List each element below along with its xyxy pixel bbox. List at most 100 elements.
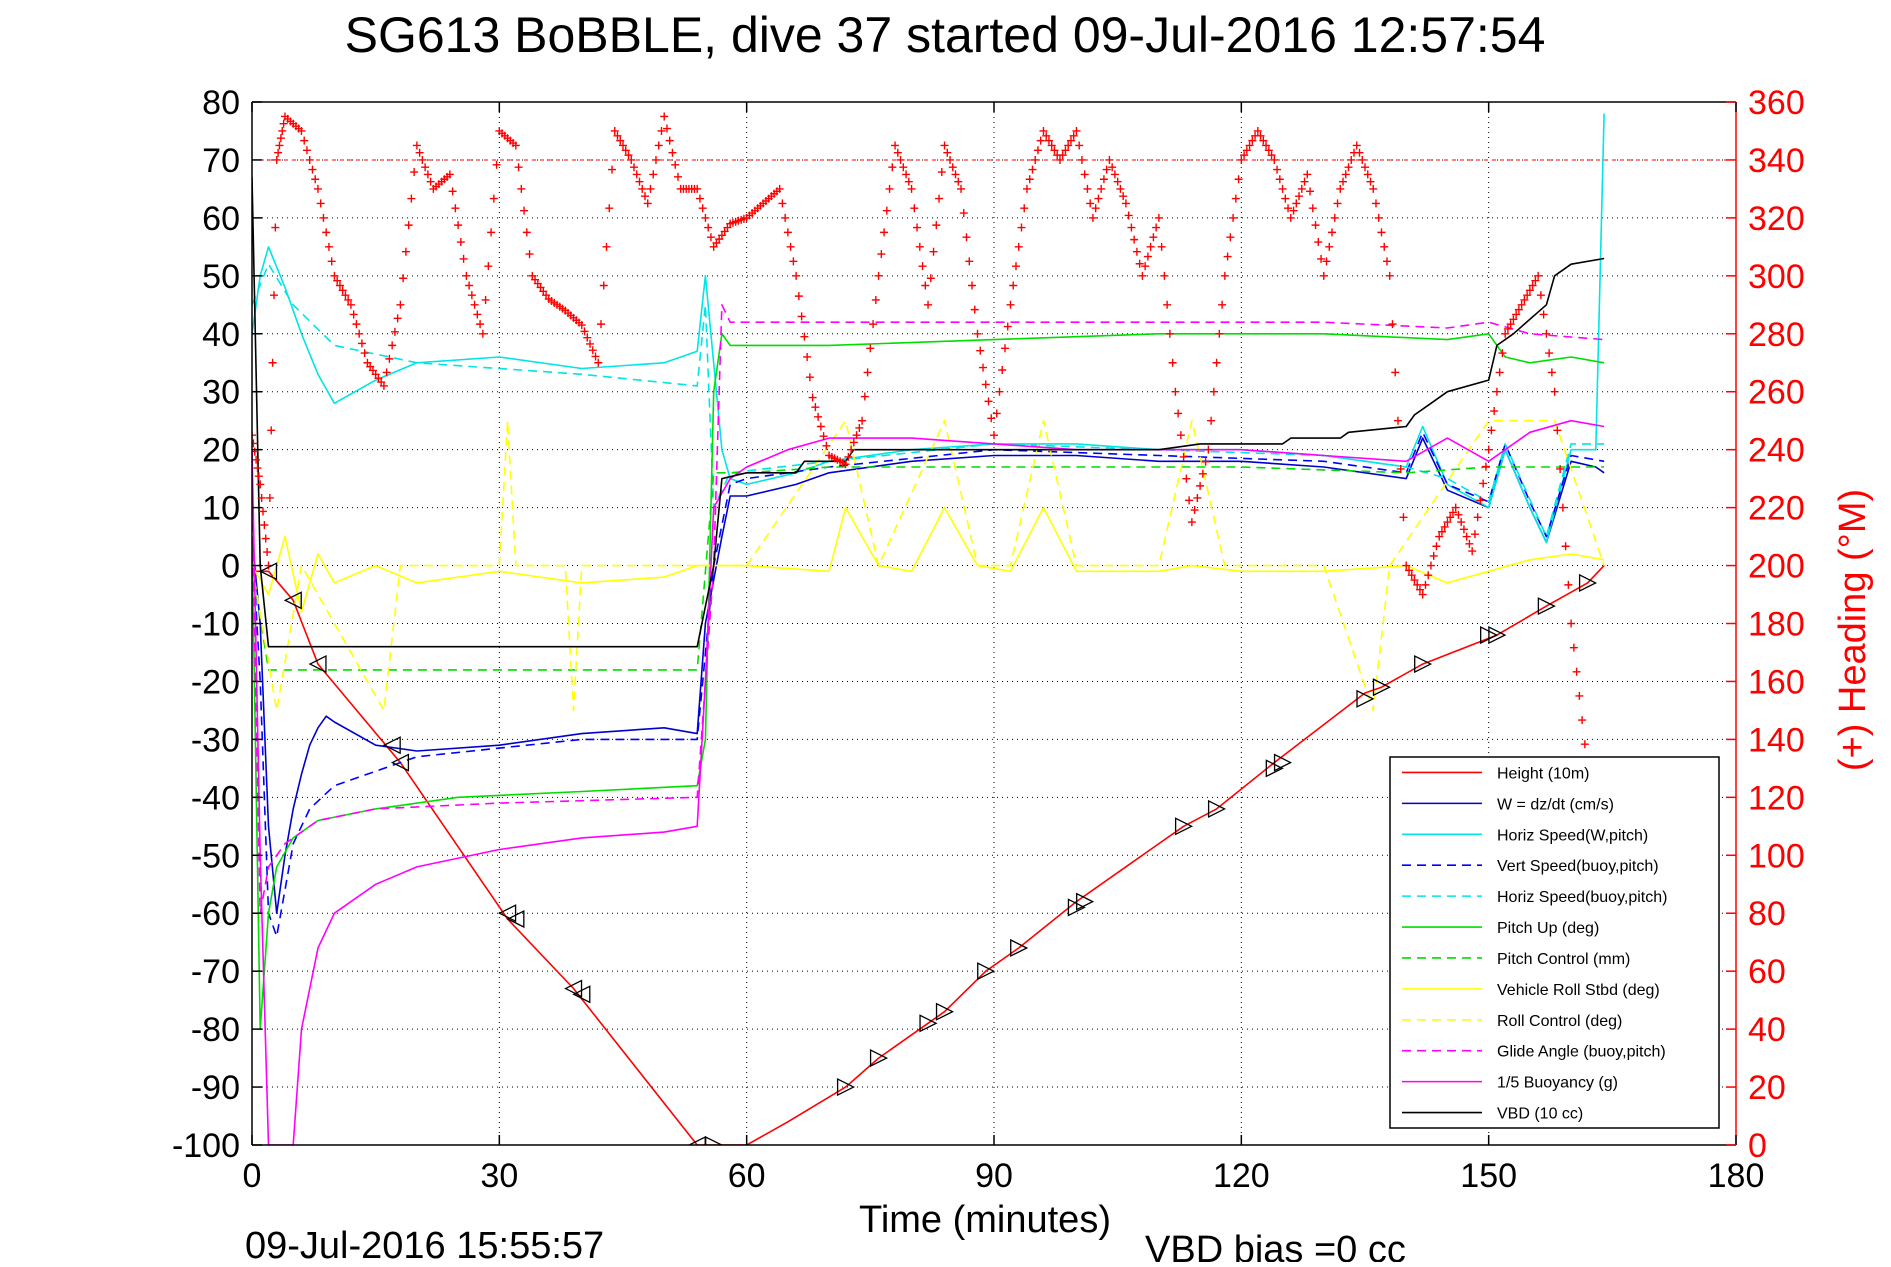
heading-point	[910, 204, 919, 213]
heading-point	[1556, 464, 1565, 473]
heading-point	[1273, 165, 1282, 174]
heading-point	[1020, 204, 1029, 213]
heading-point	[511, 141, 520, 150]
heading-point	[445, 170, 454, 179]
y-tick-label: 30	[202, 374, 240, 412]
legend-label-roll-control-deg: Roll Control (deg)	[1497, 1013, 1622, 1030]
heading-point	[1058, 151, 1067, 160]
y-tick-label: -60	[191, 895, 240, 933]
heading-point	[624, 151, 633, 160]
heading-point	[1446, 513, 1455, 522]
heading-point	[467, 291, 476, 300]
heading-point	[1102, 165, 1111, 174]
heading-point	[1377, 228, 1386, 237]
heading-point	[1039, 126, 1048, 135]
heading-point	[805, 373, 814, 382]
heading-point	[1113, 177, 1122, 186]
legend-label-w-dz-dt-cm-s: W = dz/dt (cm/s)	[1497, 796, 1614, 813]
heading-point	[619, 141, 627, 150]
heading-point	[1525, 286, 1534, 295]
heading-point	[1517, 300, 1526, 309]
heading-point	[470, 300, 479, 309]
series-line-pitch-up-deg	[252, 333, 1605, 1030]
heading-point	[899, 163, 908, 172]
heading-point	[276, 134, 285, 143]
heading-point	[1229, 213, 1238, 222]
heading-point	[1567, 619, 1576, 628]
heading-point	[591, 352, 600, 361]
x-tick-label: 60	[728, 1157, 766, 1195]
heading-point	[1028, 165, 1037, 174]
heading-point	[1303, 170, 1312, 179]
heading-point	[841, 460, 850, 469]
heading-point	[1440, 522, 1449, 531]
heading-point	[1550, 387, 1559, 396]
heading-point	[346, 300, 355, 309]
heading-point	[1141, 262, 1150, 271]
heading-point	[1256, 131, 1265, 140]
heading-point	[1317, 254, 1326, 263]
heading-point	[808, 393, 817, 402]
heading-point	[877, 250, 886, 259]
y-tick-label-right: 100	[1748, 837, 1805, 875]
heading-point	[775, 184, 784, 193]
heading-point	[1465, 539, 1474, 548]
heading-point	[1050, 146, 1059, 155]
heading-point	[1402, 561, 1411, 570]
height-marker	[506, 909, 525, 929]
heading-point	[1512, 310, 1521, 319]
heading-point	[1468, 547, 1477, 556]
heading-point	[1075, 141, 1084, 150]
heading-point	[1306, 187, 1315, 196]
heading-point	[1424, 571, 1433, 580]
heading-point	[657, 126, 666, 135]
height-marker	[1174, 817, 1194, 836]
height-marker	[687, 1135, 706, 1145]
x-tick-label: 90	[975, 1157, 1013, 1195]
heading-point	[786, 242, 795, 251]
heading-point	[1448, 508, 1457, 517]
heading-point	[265, 493, 274, 502]
y-tick-label: -90	[191, 1069, 240, 1107]
heading-point	[608, 165, 617, 174]
heading-point	[816, 422, 825, 431]
heading-point	[902, 170, 911, 179]
heading-point	[698, 204, 707, 213]
heading-point	[1259, 136, 1268, 145]
heading-point	[1275, 175, 1284, 184]
heading-point	[1498, 349, 1507, 358]
y-tick-label-right: 340	[1748, 142, 1805, 180]
heading-point	[1410, 576, 1419, 585]
y-tick-label: -10	[191, 606, 240, 644]
heading-point	[937, 168, 946, 177]
height-marker	[869, 1049, 889, 1068]
heading-point	[1404, 566, 1413, 575]
heading-point	[1473, 513, 1482, 522]
heading-point	[852, 431, 861, 440]
heading-point	[1539, 310, 1548, 319]
heading-point	[451, 204, 460, 213]
heading-point	[1146, 242, 1155, 251]
height-marker	[1207, 799, 1227, 818]
heading-point	[987, 414, 996, 423]
heading-point	[1413, 580, 1422, 589]
heading-point	[814, 412, 823, 421]
heading-point	[1528, 281, 1537, 290]
heading-point	[992, 409, 1001, 418]
heading-point	[487, 228, 496, 237]
heading-point	[1130, 235, 1139, 244]
heading-point	[333, 276, 342, 285]
heading-point	[278, 126, 287, 135]
heading-point	[382, 368, 391, 377]
heading-point	[1514, 305, 1523, 314]
heading-point	[940, 141, 949, 150]
heading-point	[1289, 206, 1298, 215]
heading-point	[478, 329, 487, 338]
y-tick-label-right: 320	[1748, 200, 1805, 238]
heading-point	[616, 136, 625, 145]
heading-point	[1295, 192, 1304, 201]
heading-point	[256, 480, 265, 489]
heading-point	[344, 295, 353, 304]
heading-point	[1297, 184, 1306, 193]
heading-point	[1198, 469, 1207, 478]
